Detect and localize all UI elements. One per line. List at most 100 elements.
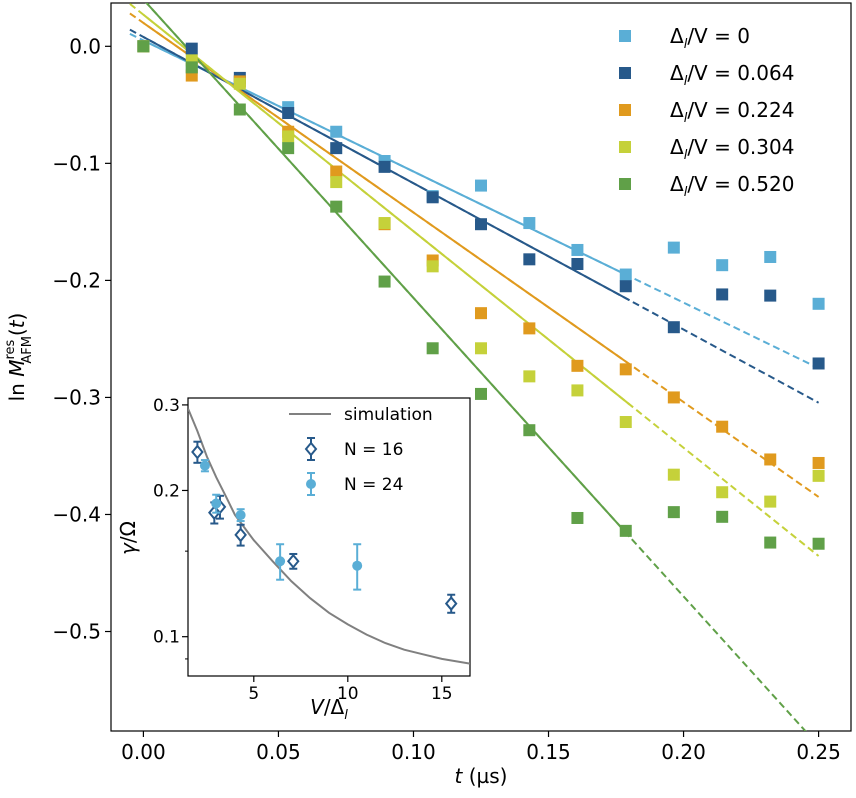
- data-point-l-v-0-064: [475, 218, 487, 231]
- data-point-l-v-0-064: [185, 42, 198, 55]
- inset-x-ticks: 5 10 15: [248, 676, 453, 704]
- inset-legend-marker-n-24: [306, 479, 316, 489]
- data-point-n-24: [211, 498, 222, 509]
- data-point-l-v-0-064: [523, 253, 536, 266]
- data-point-l-v-0-304: [619, 416, 632, 429]
- data-point-l-v-0-064: [619, 280, 632, 293]
- data-point-l-v-0-064: [426, 191, 439, 204]
- data-point-l-v-0-064: [716, 288, 729, 301]
- legend-label-l-v-0-304: Δl/V = 0.304: [670, 135, 794, 163]
- data-point-l-v-0: [475, 179, 487, 192]
- data-point-n-24: [352, 560, 363, 571]
- y-tick-label: −0.5: [52, 620, 101, 644]
- x-tick-label: 0.20: [661, 740, 706, 764]
- inset-plot-frame: [187, 397, 471, 677]
- data-point-l-v-0-520: [426, 342, 439, 355]
- inset-y-tick-label: 0.1: [153, 628, 180, 648]
- data-point-l-v-0: [571, 243, 584, 256]
- data-point-l-v-0-064: [571, 258, 584, 271]
- x-tick-label: 0.00: [121, 740, 166, 764]
- data-point-l-v-0-224: [812, 456, 825, 469]
- main-y-ticks: 0.0 −0.1 −0.2 −0.3 −0.4 −0.5: [52, 34, 111, 644]
- data-point-l-v-0: [716, 259, 729, 272]
- data-point-l-v-0: [764, 250, 777, 263]
- data-point-l-v-0-064: [378, 160, 391, 173]
- x-tick-label: 0.10: [391, 740, 436, 764]
- data-point-l-v-0-304: [571, 384, 584, 397]
- data-point-l-v-0-520: [185, 61, 198, 74]
- main-x-axis-label: t (µs): [455, 764, 508, 788]
- data-point-n-24: [199, 460, 210, 471]
- main-x-ticks: 0.00 0.05 0.10 0.15 0.20 0.25: [121, 731, 841, 764]
- data-point-l-v-0-304: [812, 469, 825, 482]
- inset-line-simulation: [188, 408, 470, 665]
- data-point-l-v-0-224: [619, 363, 632, 376]
- fit-solid-l-v-0-304: [142, 13, 631, 406]
- data-point-l-v-0-304: [764, 495, 777, 508]
- y-tick-label: −0.3: [52, 385, 101, 409]
- legend-marker-l-v-0-064: [619, 67, 631, 79]
- legend-label-l-v-0-520: Δl/V = 0.520: [670, 172, 794, 200]
- data-point-n-24: [275, 556, 286, 567]
- data-point-l-v-0-520: [812, 537, 825, 550]
- data-point-l-v-0-304: [716, 486, 729, 499]
- inset-x-tick-label: 5: [248, 684, 259, 704]
- legend-label-l-v-0: Δl/V = 0: [670, 24, 750, 52]
- legend-marker-l-v-0-304: [619, 141, 631, 153]
- inset-series: [188, 408, 470, 665]
- data-point-l-v-0-520: [378, 275, 391, 288]
- y-tick-label: −0.2: [52, 268, 101, 292]
- inset-x-tick-label: 15: [431, 684, 453, 704]
- inset-legend-label-n-24: N = 24: [344, 475, 403, 495]
- data-point-l-v-0-224: [330, 165, 343, 178]
- main-legend: Δl/V = 0 Δl/V = 0.064 Δl/V = 0.224 Δl/V = 0…: [619, 24, 794, 200]
- x-tick-label: 0.25: [796, 740, 841, 764]
- data-point-l-v-0-520: [330, 200, 343, 213]
- data-point-l-v-0-064: [667, 321, 680, 334]
- legend-label-l-v-0-224: Δl/V = 0.224: [670, 98, 794, 126]
- y-tick-label: −0.1: [52, 151, 101, 175]
- data-point-l-v-0-304: [378, 217, 391, 230]
- data-point-l-v-0-520: [137, 40, 150, 53]
- data-point-l-v-0-520: [233, 103, 246, 116]
- data-point-l-v-0-520: [523, 424, 536, 437]
- fit-solid-l-v-0-520: [145, 3, 631, 538]
- data-point-n-16: [444, 596, 458, 612]
- data-point-l-v-0-064: [812, 357, 825, 370]
- data-point-n-16: [191, 444, 204, 460]
- data-point-l-v-0-304: [330, 176, 343, 189]
- legend-marker-l-v-0-520: [619, 178, 631, 190]
- data-point-l-v-0-304: [426, 260, 439, 273]
- data-point-l-v-0-224: [716, 420, 729, 433]
- data-point-l-v-0-520: [282, 142, 295, 155]
- data-point-l-v-0-224: [764, 453, 777, 466]
- legend-marker-l-v-0-224: [619, 104, 631, 116]
- data-point-l-v-0-224: [571, 359, 584, 372]
- data-point-l-v-0-520: [667, 506, 680, 519]
- data-point-l-v-0-304: [233, 77, 246, 90]
- data-point-l-v-0-064: [330, 142, 343, 155]
- data-point-l-v-0-224: [475, 307, 487, 320]
- y-tick-label: −0.4: [52, 502, 101, 526]
- data-point-l-v-0-520: [716, 510, 729, 523]
- data-point-l-v-0-520: [571, 511, 584, 524]
- data-point-l-v-0: [523, 217, 536, 230]
- inset-y-tick-label: 0.3: [153, 396, 180, 416]
- data-point-l-v-0-064: [764, 289, 777, 302]
- main-y-axis-label: ln Mres AFM(t): [3, 313, 35, 402]
- inset-x-tick-label: 10: [337, 684, 359, 704]
- data-point-l-v-0-520: [475, 387, 487, 400]
- legend-label-l-v-0-064: Δl/V = 0.064: [670, 61, 794, 89]
- data-point-l-v-0-304: [185, 54, 198, 67]
- data-point-l-v-0: [812, 297, 825, 310]
- data-point-l-v-0-304: [667, 468, 680, 481]
- data-point-l-v-0-304: [282, 130, 295, 143]
- data-point-l-v-0-304: [475, 342, 487, 355]
- data-point-l-v-0-224: [667, 391, 680, 404]
- data-point-n-16: [234, 527, 247, 543]
- data-point-n-16: [286, 553, 300, 569]
- data-point-l-v-0-520: [619, 524, 632, 537]
- data-point-l-v-0: [330, 125, 343, 138]
- inset-x-axis-label: V/Δl: [310, 695, 348, 723]
